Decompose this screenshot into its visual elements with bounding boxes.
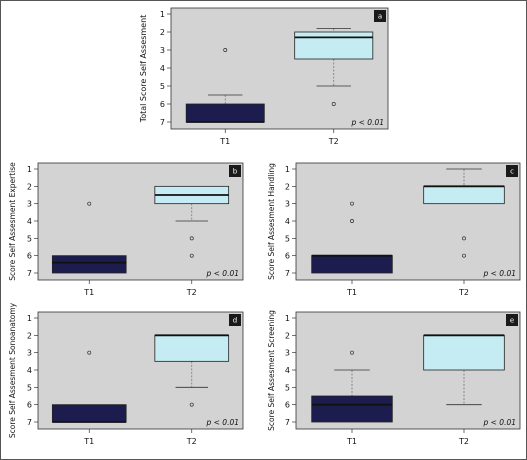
y-tick-label: 1 [285,314,290,323]
y-tick-label: 5 [285,383,290,392]
y-tick-label: 2 [27,182,32,191]
box-t1 [51,255,127,274]
x-category-label: T1 [346,288,357,297]
panel-badge [229,314,241,326]
y-axis-title: Score Self Assesment Expertise [8,162,17,281]
y-tick-label: 4 [285,366,290,375]
y-tick-label: 5 [160,82,165,91]
x-category-label: T2 [458,288,469,297]
panel-badge-label: d [233,317,237,325]
y-tick-label: 4 [27,217,32,226]
outlier-point [331,102,336,106]
y-tick-label: 1 [285,165,290,174]
plot-area [37,162,244,281]
box-t2 [423,334,505,371]
panel-d: 1 2 3 4 5 6 7 Score Self Assesment Sonoanatomy T… [8,302,244,446]
x-category-label: T1 [83,437,94,446]
y-tick-label: 2 [285,182,290,191]
panel-badge-label: a [378,13,382,21]
y-tick-label: 2 [285,331,290,340]
panel-a: 1 2 3 4 5 6 7 Total Score Self Assesment T1 T2 a p … [139,7,389,146]
box-t2 [154,334,230,362]
box-t1 [311,255,393,274]
y-tick-label: 4 [160,64,165,73]
panel-b: 1 2 3 4 5 6 7 Score Self Assesment Expertise T1 T… [8,162,244,297]
y-tick-label: 4 [27,366,32,375]
y-axis-title: Score Self Assesment Handling [267,163,276,280]
outlier-point [462,236,466,241]
x-category-label: T1 [83,288,94,297]
x-category-label: T2 [458,437,469,446]
panel-e: 1 2 3 4 5 6 7 Score Self Assesment Screening T1 T… [267,310,521,446]
y-tick-label: 4 [285,217,290,226]
y-tick-label: 3 [285,200,290,209]
p-value-annotation: p < 0.01 [205,269,239,278]
y-tick-label: 2 [27,331,32,340]
panels-group: 1 2 3 4 5 6 7 Total Score Self Assesment T1 T2 a p … [8,7,521,446]
box-t1 [311,395,393,423]
outlier-point [350,201,354,206]
box-t1 [185,103,265,123]
y-tick-label: 3 [27,200,32,209]
x-category-label: T1 [346,437,357,446]
y-tick-label: 7 [285,269,290,278]
y-tick-label: 5 [27,234,32,243]
y-tick-label: 6 [160,100,165,109]
p-value-annotation: p < 0.01 [350,118,384,127]
y-tick-label: 5 [285,234,290,243]
box-t1 [51,404,127,423]
x-category-label: T2 [186,437,197,446]
p-value-annotation: p < 0.01 [482,418,516,427]
box-t2 [423,185,505,205]
y-tick-label: 7 [160,118,165,127]
y-tick-label: 7 [285,418,290,427]
y-tick-label: 1 [27,165,32,174]
y-tick-label: 3 [160,46,165,55]
x-category-label: T2 [186,288,197,297]
y-axis-title: Score Self Assesment Sonoanatomy [8,302,17,438]
panel-badge-label: e [510,317,514,325]
x-category-label: T2 [328,137,339,146]
panel-badge [229,165,241,177]
outlier-point [350,350,354,355]
panel-badge [506,314,518,326]
outlier-point [87,350,92,355]
panel-badge [506,165,518,177]
panel-c: 1 2 3 4 5 6 7 Score Self Assesment Handling T1 T2… [267,162,521,297]
outlier-point [462,253,466,258]
y-tick-label: 6 [27,252,32,261]
outlier-point [189,236,194,241]
panel-badge-label: c [510,168,514,176]
p-value-annotation: p < 0.01 [482,269,516,278]
outlier-point [189,253,194,258]
outlier-point [223,48,228,52]
panel-badge [374,10,386,22]
p-value-annotation: p < 0.01 [205,418,239,427]
y-tick-label: 6 [285,252,290,261]
y-tick-label: 7 [27,269,32,278]
y-tick-label: 3 [285,349,290,358]
y-tick-label: 1 [160,10,165,19]
x-category-label: T1 [219,137,230,146]
outlier-point [87,201,92,206]
y-tick-label: 5 [27,383,32,392]
outlier-point [189,402,194,407]
panel-badge-label: b [233,168,238,176]
y-tick-label: 2 [160,28,165,37]
y-tick-label: 1 [27,314,32,323]
y-axis-title: Score Self Assesment Screening [267,310,276,431]
y-tick-label: 3 [27,349,32,358]
outlier-point [350,219,354,223]
y-tick-label: 6 [27,401,32,410]
y-tick-label: 6 [285,401,290,410]
y-tick-label: 7 [27,418,32,427]
y-axis-title: Total Score Self Assesment [139,15,148,124]
box-t2 [294,31,374,60]
